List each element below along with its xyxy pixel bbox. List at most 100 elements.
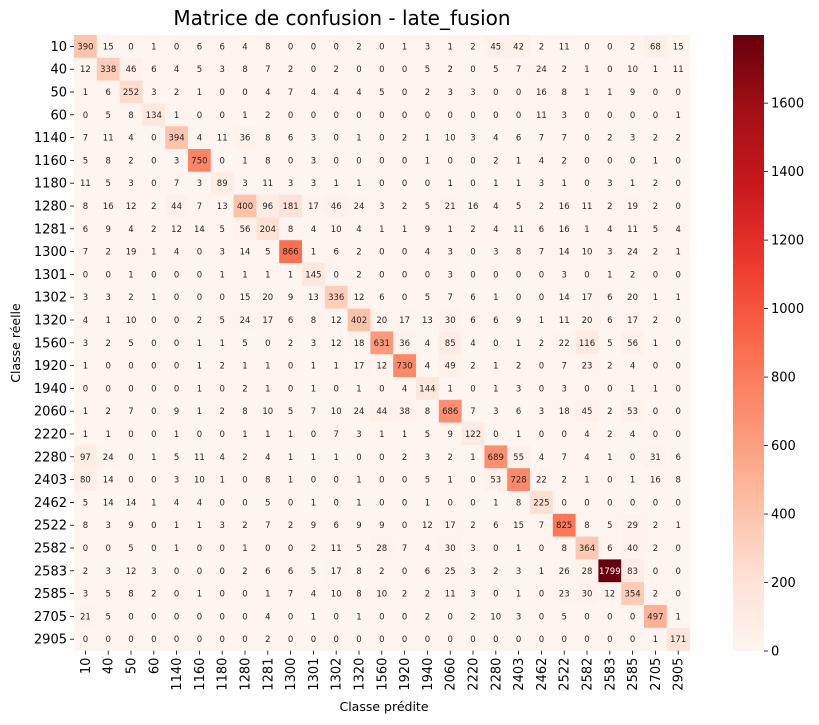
cell-value-label: 689 <box>488 453 504 463</box>
heatmap-cell <box>621 582 645 606</box>
heatmap-cell <box>644 627 668 651</box>
heatmap-cell <box>324 605 348 629</box>
heatmap-cell <box>530 536 554 560</box>
heatmap-cell <box>507 399 531 423</box>
cell-value-label: 2 <box>425 88 430 98</box>
heatmap-cell <box>188 35 212 59</box>
cell-value-label: 0 <box>105 270 110 280</box>
cell-value-label: 3 <box>447 248 452 258</box>
heatmap-cell <box>370 559 394 583</box>
heatmap-cell <box>324 103 348 127</box>
heatmap-cell <box>188 149 212 173</box>
heatmap-cell <box>210 468 234 492</box>
heatmap-cell <box>438 35 462 59</box>
cell-value-label: 23 <box>582 362 593 372</box>
cell-value-label: 0 <box>675 590 680 600</box>
heatmap-cell <box>74 422 98 446</box>
cell-value-label: 24 <box>240 316 251 326</box>
heatmap-cell <box>621 126 645 150</box>
cell-value-label: 5 <box>197 65 202 75</box>
cell-value-label: 0 <box>311 635 316 645</box>
heatmap-cell <box>279 582 303 606</box>
cell-value-label: 0 <box>402 635 407 645</box>
heatmap-cell <box>575 126 599 150</box>
cell-value-label: 0 <box>630 156 635 166</box>
cell-value-label: 5 <box>425 293 430 303</box>
heatmap-cell <box>438 627 462 651</box>
heatmap-cell <box>461 285 485 309</box>
cell-value-label: 0 <box>584 134 589 144</box>
heatmap-cell <box>575 399 599 423</box>
cell-value-label: 97 <box>80 453 91 463</box>
cell-value-label: 11 <box>103 134 114 144</box>
heatmap-cell <box>347 171 371 195</box>
cell-value-label: 19 <box>627 202 638 212</box>
heatmap-cell <box>119 308 143 332</box>
heatmap-cell <box>575 331 599 355</box>
heatmap-cell <box>484 126 508 150</box>
heatmap-cell <box>142 263 166 287</box>
x-tick-label: 2582 <box>581 658 596 691</box>
x-tick-label: 1180 <box>216 658 231 691</box>
cell-value-label: 6 <box>219 42 224 52</box>
cell-value-label: 4 <box>265 453 270 463</box>
cell-value-label: 18 <box>559 407 570 417</box>
cell-value-label: 8 <box>265 156 270 166</box>
heatmap-cell <box>461 80 485 104</box>
cell-value-label: 2 <box>356 248 361 258</box>
cell-value-label: 17 <box>262 316 273 326</box>
heatmap-cell <box>484 605 508 629</box>
heatmap-cell <box>461 194 485 218</box>
heatmap-cell <box>233 536 257 560</box>
cell-value-label: 1 <box>333 362 338 372</box>
cell-value-label: 29 <box>627 521 638 531</box>
heatmap-cell <box>324 582 348 606</box>
cell-value-label: 7 <box>561 453 566 463</box>
heatmap-cell <box>324 171 348 195</box>
heatmap-cell <box>552 559 576 583</box>
cell-value-label: 0 <box>219 384 224 394</box>
heatmap-cell <box>347 149 371 173</box>
cell-value-label: 30 <box>445 544 456 554</box>
cell-value-label: 4 <box>539 453 544 463</box>
y-tick-label: 1940 <box>34 382 67 397</box>
cell-value-label: 0 <box>539 384 544 394</box>
cell-value-label: 44 <box>171 202 182 212</box>
cell-value-label: 6 <box>607 316 612 326</box>
cell-value-label: 0 <box>219 111 224 121</box>
heatmap-cell <box>165 331 189 355</box>
heatmap-cell <box>530 627 554 651</box>
heatmap-cell <box>256 422 280 446</box>
heatmap-cell <box>461 377 485 401</box>
cell-value-label: 42 <box>513 42 524 52</box>
cell-value-label: 9 <box>447 430 452 440</box>
heatmap-cell <box>302 582 326 606</box>
heatmap-cell <box>279 559 303 583</box>
heatmap-cell <box>666 422 690 446</box>
cell-value-label: 0 <box>607 65 612 75</box>
cell-value-label: 0 <box>128 384 133 394</box>
heatmap-cell <box>370 468 394 492</box>
heatmap-cell <box>438 399 462 423</box>
heatmap-cell <box>256 559 280 583</box>
heatmap-cell <box>347 331 371 355</box>
heatmap-cell <box>119 491 143 515</box>
cell-value-label: 171 <box>670 635 686 645</box>
heatmap-cell <box>347 536 371 560</box>
cell-value-label: 8 <box>356 590 361 600</box>
cell-value-label: 7 <box>539 248 544 258</box>
cell-value-label: 4 <box>219 453 224 463</box>
heatmap-cell <box>347 399 371 423</box>
cell-value-label: 4 <box>311 88 316 98</box>
cell-value-label: 1 <box>516 544 521 554</box>
heatmap-cell <box>324 468 348 492</box>
heatmap-cell <box>96 536 120 560</box>
heatmap-cell <box>210 422 234 446</box>
cell-value-label: 1 <box>311 453 316 463</box>
y-tick-label: 2583 <box>34 564 67 579</box>
cell-value-label: 0 <box>402 270 407 280</box>
cell-value-label: 3 <box>151 567 156 577</box>
heatmap-cell <box>256 126 280 150</box>
heatmap-cell <box>393 149 417 173</box>
